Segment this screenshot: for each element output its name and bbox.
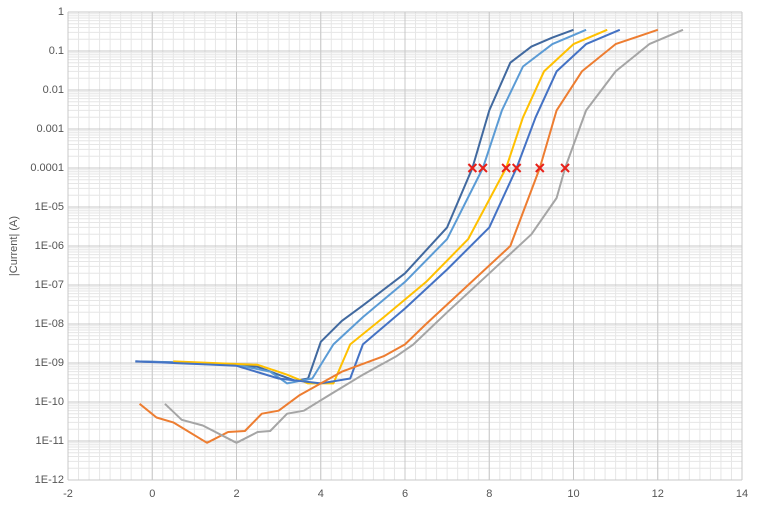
y-tick-label: 1E-05: [35, 201, 64, 213]
x-tick-label: 8: [486, 488, 492, 500]
y-tick-label: 1E-08: [35, 318, 64, 330]
x-tick-label: 14: [736, 488, 748, 500]
series-line: [173, 28, 608, 385]
marker: [478, 163, 488, 173]
series-line: [164, 28, 684, 444]
marker: [467, 163, 478, 173]
x-tick-label: 6: [402, 488, 408, 500]
y-tick-label: 1E-07: [35, 279, 64, 291]
x-tick-label: 10: [567, 488, 579, 500]
y-tick-label: 0.0001: [30, 162, 64, 174]
series-line: [135, 28, 621, 385]
x-tick-label: 2: [233, 488, 239, 500]
y-tick-label: 1E-06: [35, 240, 64, 252]
marker: [511, 163, 522, 173]
y-tick-label: 0.1: [49, 45, 64, 57]
x-tick-label: 12: [652, 488, 664, 500]
y-tick-label: 1: [58, 6, 64, 18]
y-tick-label: 1E-10: [35, 396, 64, 408]
y-tick-label: 0.001: [36, 123, 64, 135]
y-tick-label: 0.01: [43, 84, 64, 96]
y-tick-label: 1E-12: [35, 474, 64, 486]
marker: [560, 163, 570, 173]
x-tick-label: -2: [63, 488, 73, 500]
x-tick-label: 4: [318, 488, 324, 500]
y-tick-label: 1E-09: [35, 357, 64, 369]
series-line: [138, 28, 659, 444]
y-tick-label: 1E-11: [35, 435, 64, 447]
marker: [501, 163, 511, 173]
series-line: [135, 28, 587, 385]
series-line: [135, 28, 574, 382]
marker: [535, 163, 545, 173]
x-tick-label: 0: [149, 488, 155, 500]
y-axis-label: |Current| (A): [8, 216, 20, 276]
